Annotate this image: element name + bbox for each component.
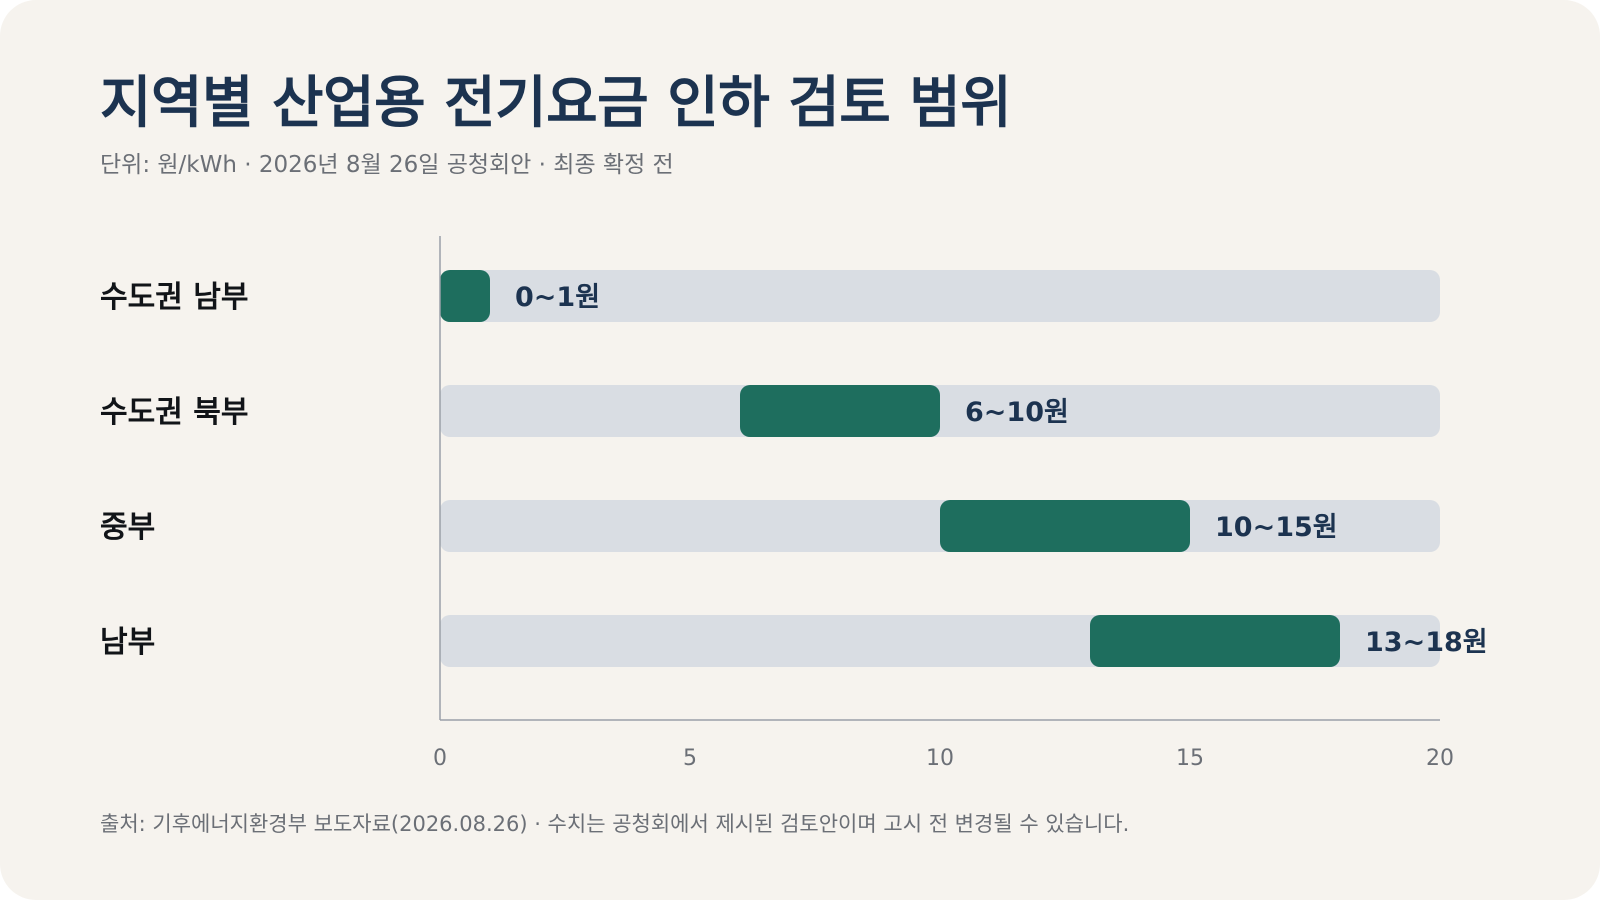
range-value-label: 6~10원	[965, 397, 1069, 428]
category-label: 중부	[100, 510, 155, 545]
chart-subtitle: 단위: 원/kWh · 2026년 8월 26일 공청회안 · 최종 확정 전	[100, 152, 674, 178]
range-bar	[940, 500, 1190, 552]
x-tick-label: 0	[433, 746, 447, 771]
category-label: 남부	[100, 625, 155, 660]
x-tick-label: 10	[926, 746, 954, 771]
range-value-label: 0~1원	[515, 282, 600, 313]
bar-track	[440, 270, 1440, 322]
range-bar	[1090, 615, 1340, 667]
x-tick-label: 20	[1426, 746, 1454, 771]
range-bar	[740, 385, 940, 437]
range-value-label: 13~18원	[1365, 627, 1488, 658]
chart-title: 지역별 산업용 전기요금 인하 검토 범위	[100, 71, 1012, 136]
x-tick-label: 5	[683, 746, 697, 771]
category-label: 수도권 북부	[100, 395, 248, 430]
range-bar	[440, 270, 490, 322]
range-value-label: 10~15원	[1215, 512, 1338, 543]
source-note: 출처: 기후에너지환경부 보도자료(2026.08.26) · 수치는 공청회에…	[100, 812, 1130, 836]
x-tick-label: 15	[1176, 746, 1204, 771]
category-label: 수도권 남부	[100, 280, 248, 315]
